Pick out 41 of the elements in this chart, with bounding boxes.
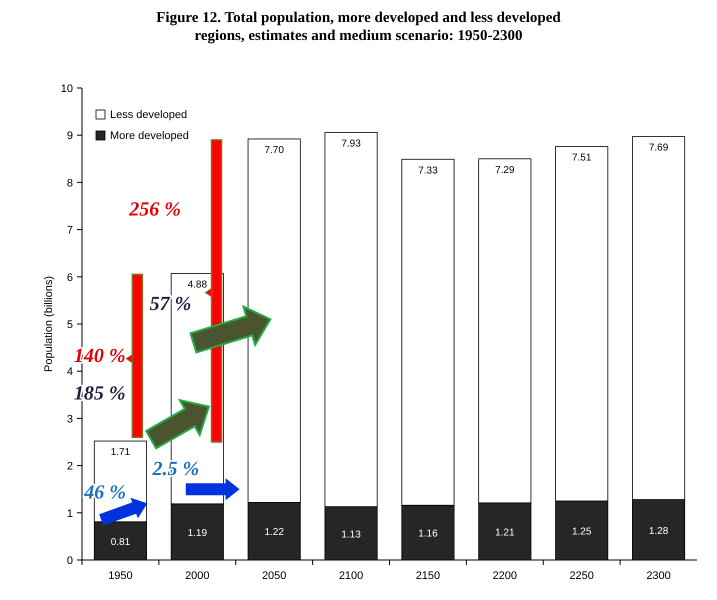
data-label: 0.81 [110,536,131,548]
y-tick-label: 5 [66,319,73,331]
chart-title: Figure 12. Total population, more developed and less developed regions, estimates and medium scenario: 1950-2300 [156,10,562,44]
data-label: 7.33 [418,165,438,176]
x-tick-label: 1950 [108,570,133,582]
x-tick-label: 2000 [185,570,210,582]
y-tick-label: 6 [66,272,73,284]
x-tick-label: 2300 [646,570,671,582]
data-label: 7.51 [572,152,592,164]
data-label: 7.70 [264,144,284,156]
x-tick-label: 2250 [569,570,594,582]
x-tick-label: 2200 [492,570,518,582]
y-tick-label: 7 [66,224,73,237]
y-tick-label: 2 [66,460,73,473]
y-tick-label: 1 [66,508,73,520]
x-tick-label: 2150 [416,570,440,582]
x-tick-label: 2050 [262,570,286,582]
data-label: 7.93 [341,138,362,150]
y-tick-label: 4 [66,366,73,378]
data-label: 1.28 [648,526,669,537]
data-label: 1.13 [341,529,362,540]
annotation: 256 % [128,198,181,220]
y-tick-label: 0 [66,555,73,567]
y-axis-title: Population (billions) [43,276,55,372]
x-tick-label: 2100 [338,570,364,582]
data-label: 7.69 [648,142,669,154]
data-label: 1.16 [418,528,438,540]
legend-label: Less developed [110,109,188,121]
annotation: 57 % [150,292,192,315]
data-label: 1.22 [264,527,284,538]
legend-label: More developed [110,130,189,142]
data-label: 1.21 [495,527,515,538]
data-label: 1.71 [110,447,131,458]
data-label: 4.88 [188,279,208,290]
data-label: 1.25 [572,526,592,538]
y-tick-label: 3 [66,413,73,426]
data-label: 7.29 [495,164,515,176]
y-tick-label: 9 [66,130,73,142]
y-tick-label: 10 [60,83,73,95]
data-label: 1.19 [188,528,208,539]
y-tick-label: 8 [66,177,73,190]
